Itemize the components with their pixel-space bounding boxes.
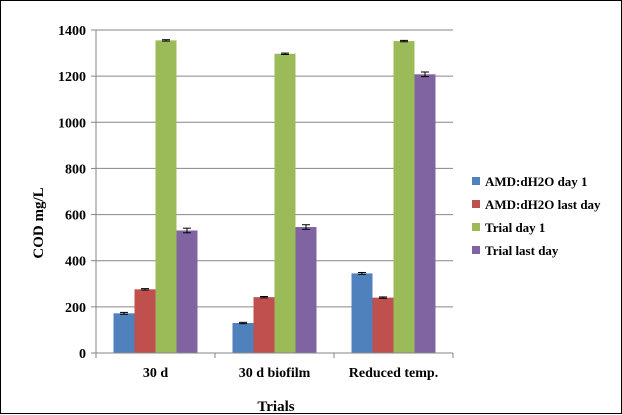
y-tick-label: 800 (65, 162, 86, 177)
bar (274, 53, 296, 353)
legend: AMD:dH2O day 1 AMD:dH2O last day Trial day… (472, 174, 601, 258)
y-tick-label: 1200 (58, 70, 86, 85)
bar (176, 230, 198, 353)
y-axis-title: COD mg/L (31, 187, 47, 258)
bar (232, 323, 254, 353)
bar (295, 227, 317, 353)
axes: 0 200 400 600 800 1000 1200 1400 30 d 30 d biofil… (58, 24, 454, 381)
y-tick-label: 1000 (58, 116, 86, 131)
legend-label: Trial last day (485, 243, 559, 258)
legend-swatch (472, 223, 480, 231)
bar (113, 313, 135, 353)
legend-label: AMD:dH2O last day (485, 197, 601, 212)
legend-swatch (472, 177, 480, 185)
y-tick-label: 600 (65, 209, 86, 224)
y-tick-label: 1400 (58, 24, 86, 39)
bar (414, 74, 436, 353)
y-tick-label: 400 (65, 255, 86, 270)
y-tick-label: 0 (79, 347, 86, 362)
x-axis-title: Trials (257, 399, 294, 415)
y-tick-label: 200 (65, 301, 86, 316)
legend-swatch (472, 200, 480, 208)
bar (253, 297, 275, 353)
x-tick-label: 30 d biofilm (239, 366, 311, 381)
bars (113, 39, 436, 354)
bar (155, 40, 177, 353)
x-tick-label: 30 d (143, 366, 169, 381)
bar (393, 41, 415, 354)
legend-label: AMD:dH2O day 1 (485, 174, 588, 189)
legend-label: Trial day 1 (485, 220, 545, 235)
bar (372, 297, 394, 353)
x-tick-label: Reduced temp. (349, 366, 438, 381)
bar (351, 273, 373, 353)
bar (134, 289, 156, 353)
legend-swatch (472, 246, 480, 254)
